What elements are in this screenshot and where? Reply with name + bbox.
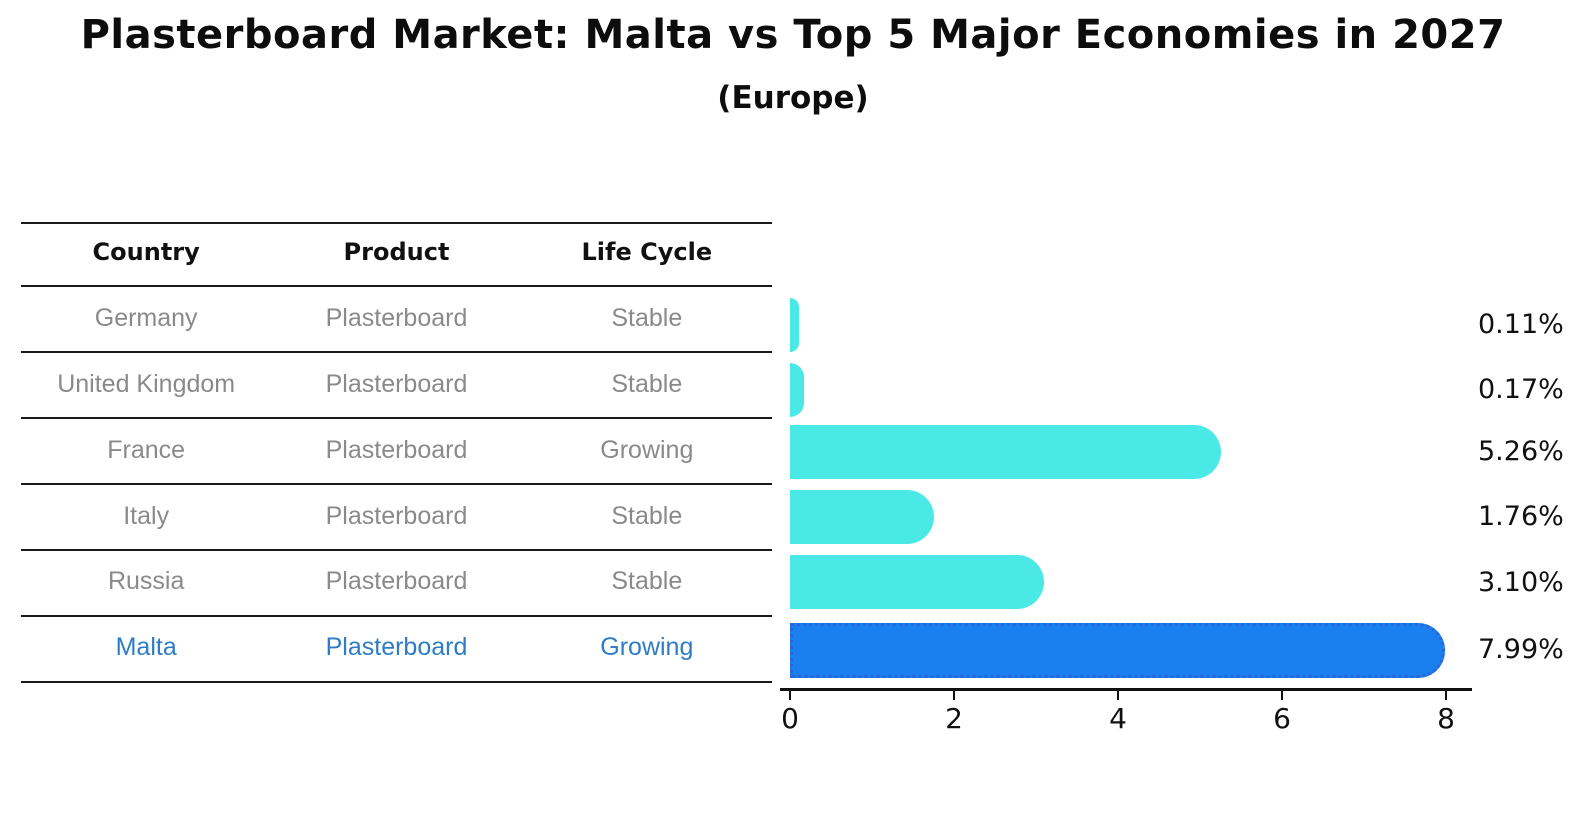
bar-russia (790, 555, 1044, 609)
table-header-row: Country Product Life Cycle (21, 236, 772, 268)
table-row-border (21, 351, 772, 353)
table-row-border (21, 615, 772, 617)
page-subtitle: (Europe) (717, 80, 869, 116)
x-axis-tick-label: 2 (945, 702, 963, 735)
x-axis-tick (953, 691, 955, 700)
cell-product: Plasterboard (325, 566, 468, 595)
table-row-united-kingdom: United Kingdom Plasterboard Stable (21, 369, 772, 399)
bar-france (790, 425, 1221, 479)
cell-product: Plasterboard (325, 369, 468, 398)
bar-united-kingdom (790, 363, 804, 417)
cell-life-cycle: Stable (611, 369, 683, 398)
x-axis-tick (1445, 691, 1447, 700)
table-row-border (21, 483, 772, 485)
header-cell-life-cycle: Life Cycle (581, 238, 713, 266)
value-label-united-kingdom: 0.17% (1478, 374, 1564, 405)
x-axis-tick-label: 6 (1273, 702, 1291, 735)
x-axis-tick-label: 0 (781, 702, 799, 735)
table-bottom-border (21, 681, 772, 683)
value-label-malta: 7.99% (1478, 634, 1564, 665)
header-cell-product: Product (343, 238, 450, 266)
cell-country: Italy (123, 501, 170, 530)
table-row-russia: Russia Plasterboard Stable (21, 566, 772, 596)
cell-product: Plasterboard (325, 435, 468, 464)
value-label-france: 5.26% (1478, 436, 1564, 467)
cell-life-cycle: Growing (600, 632, 694, 661)
cell-country: Germany (94, 303, 198, 332)
table-top-border (21, 222, 772, 224)
cell-product: Plasterboard (325, 501, 468, 530)
table-header-border (21, 285, 772, 287)
cell-life-cycle: Stable (611, 501, 683, 530)
x-axis-tick-label: 8 (1437, 702, 1455, 735)
value-label-italy: 1.76% (1478, 501, 1564, 532)
cell-country: France (107, 435, 186, 464)
value-label-russia: 3.10% (1478, 567, 1564, 598)
value-label-germany: 0.11% (1478, 309, 1564, 340)
cell-life-cycle: Stable (611, 303, 683, 332)
cell-life-cycle: Growing (600, 435, 694, 464)
x-axis-tick (789, 691, 791, 700)
table-row-malta: Malta Plasterboard Growing (21, 632, 772, 662)
page-title: Plasterboard Market: Malta vs Top 5 Majo… (80, 12, 1506, 58)
cell-country: United Kingdom (57, 369, 236, 398)
x-axis-tick (1117, 691, 1119, 700)
x-axis-tick-label: 4 (1109, 702, 1127, 735)
bar-malta (790, 623, 1445, 678)
cell-product: Plasterboard (325, 303, 468, 332)
table-row-border (21, 417, 772, 419)
cell-country: Russia (107, 566, 185, 595)
header-cell-country: Country (92, 238, 200, 266)
bar-germany (790, 298, 799, 352)
x-axis-line (780, 688, 1472, 691)
table-row-border (21, 549, 772, 551)
cell-product: Plasterboard (325, 632, 468, 661)
table-row-italy: Italy Plasterboard Stable (21, 501, 772, 531)
cell-life-cycle: Stable (611, 566, 683, 595)
x-axis-tick (1281, 691, 1283, 700)
cell-country: Malta (115, 632, 177, 661)
table-row-germany: Germany Plasterboard Stable (21, 303, 772, 333)
bar-italy (790, 490, 934, 544)
table-row-france: France Plasterboard Growing (21, 435, 772, 465)
